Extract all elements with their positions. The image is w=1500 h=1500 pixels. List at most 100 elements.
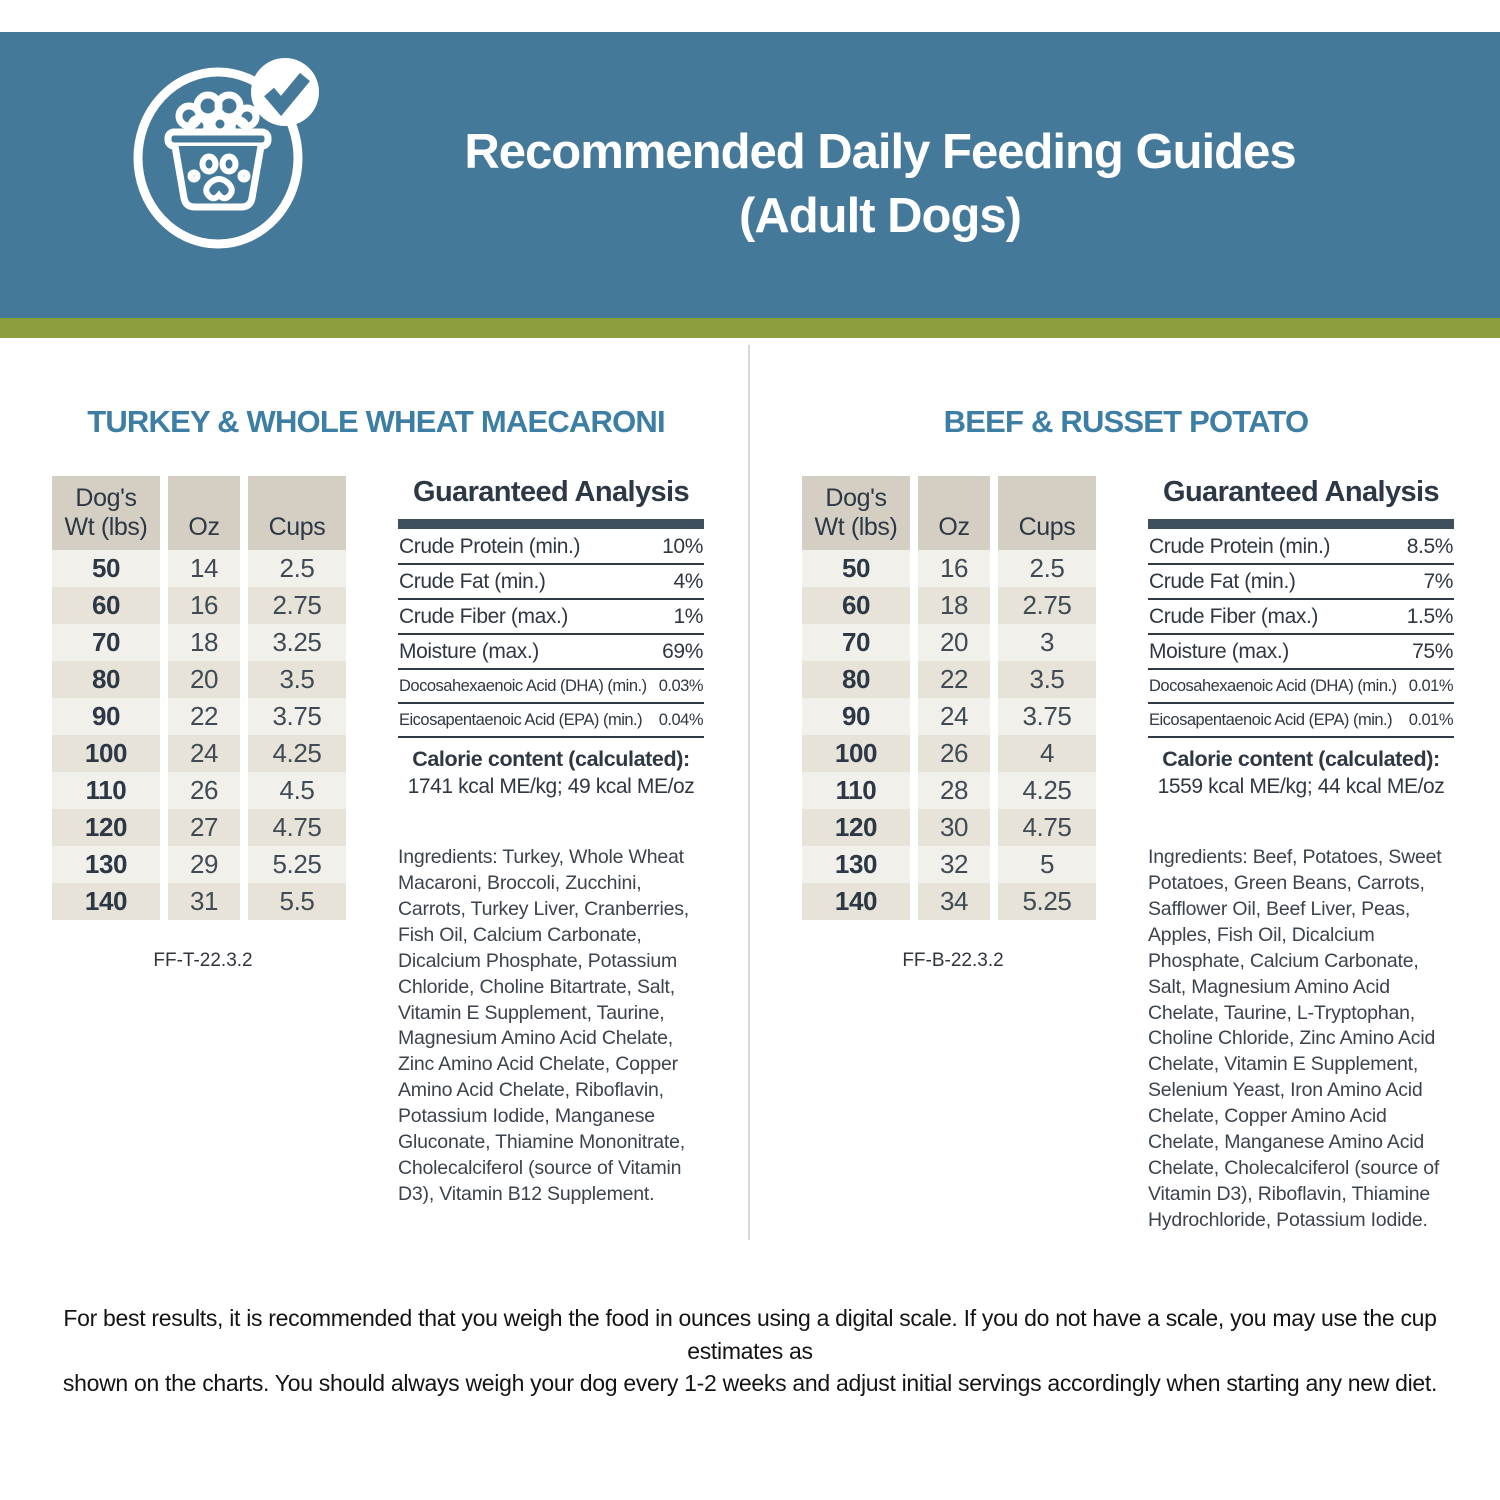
weight-cell: 70 bbox=[802, 624, 910, 661]
analysis-value: 0.04% bbox=[658, 711, 704, 729]
weight-cell: 90 bbox=[52, 698, 160, 735]
analysis-row: Crude Protein (min.) 10% bbox=[398, 530, 704, 565]
panel-turkey: TURKEY & WHOLE WHEAT MAECARONI Dog's Wt … bbox=[40, 398, 712, 1208]
table-row: 60 16 2.75 bbox=[52, 587, 354, 624]
oz-cell: 22 bbox=[168, 698, 240, 735]
oz-cell: 29 bbox=[168, 846, 240, 883]
analysis-value: 69% bbox=[662, 640, 703, 663]
analysis-label: Moisture (max.) bbox=[399, 640, 539, 663]
oz-cell: 31 bbox=[168, 883, 240, 920]
feeding-table-body: 50 14 2.5 60 16 2.75 70 18 3.25 80 bbox=[52, 550, 354, 920]
analysis-value: 0.01% bbox=[1408, 711, 1454, 729]
oz-cell: 14 bbox=[168, 550, 240, 587]
col-header-oz: Oz bbox=[168, 476, 240, 550]
analysis-value: 1% bbox=[673, 605, 703, 628]
table-row: 130 32 5 bbox=[802, 846, 1104, 883]
weight-cell: 120 bbox=[802, 809, 910, 846]
col-header-cups: Cups bbox=[998, 476, 1096, 550]
weight-cell: 70 bbox=[52, 624, 160, 661]
analysis-header-bar bbox=[398, 519, 704, 529]
table-row: 80 20 3.5 bbox=[52, 661, 354, 698]
oz-cell: 34 bbox=[918, 883, 990, 920]
analysis-title: Guaranteed Analysis bbox=[412, 476, 690, 508]
feeding-table-column: Dog's Wt (lbs) Oz Cups 50 14 2.5 60 bbox=[52, 476, 364, 1208]
feeding-table-header: Dog's Wt (lbs) Oz Cups bbox=[52, 476, 354, 550]
oz-cell: 20 bbox=[918, 624, 990, 661]
analysis-label: Crude Protein (min.) bbox=[399, 535, 581, 558]
table-row: 50 16 2.5 bbox=[802, 550, 1104, 587]
calorie-title: Calorie content (calculated): bbox=[412, 747, 690, 771]
cups-cell: 3.75 bbox=[998, 698, 1096, 735]
panel-beef: BEEF & RUSSET POTATO Dog's Wt (lbs) Oz C… bbox=[790, 398, 1462, 1234]
oz-cell: 18 bbox=[168, 624, 240, 661]
weight-cell: 60 bbox=[52, 587, 160, 624]
table-row: 140 34 5.25 bbox=[802, 883, 1104, 920]
weight-cell: 80 bbox=[52, 661, 160, 698]
oz-cell: 20 bbox=[168, 661, 240, 698]
analysis-label: Docosahexaenoic Acid (DHA) (min.) bbox=[399, 677, 647, 695]
table-row: 70 20 3 bbox=[802, 624, 1104, 661]
table-row: 70 18 3.25 bbox=[52, 624, 354, 661]
analysis-value: 75% bbox=[1412, 640, 1453, 663]
cups-cell: 3.5 bbox=[998, 661, 1096, 698]
weight-cell: 130 bbox=[52, 846, 160, 883]
feeding-table-header: Dog's Wt (lbs) Oz Cups bbox=[802, 476, 1104, 550]
col-header-weight: Dog's Wt (lbs) bbox=[802, 476, 910, 550]
table-row: 110 26 4.5 bbox=[52, 772, 354, 809]
weight-cell: 130 bbox=[802, 846, 910, 883]
analysis-value: 1.5% bbox=[1406, 605, 1454, 628]
calorie-value: 1559 kcal ME/kg; 44 kcal ME/oz bbox=[1157, 775, 1445, 798]
col-header-oz: Oz bbox=[918, 476, 990, 550]
weight-cell: 110 bbox=[52, 772, 160, 809]
cups-cell: 2.5 bbox=[248, 550, 346, 587]
oz-cell: 26 bbox=[168, 772, 240, 809]
weight-cell: 80 bbox=[802, 661, 910, 698]
analysis-row: Docosahexaenoic Acid (DHA) (min.) 0.01% bbox=[1148, 670, 1454, 704]
analysis-row: Moisture (max.) 69% bbox=[398, 635, 704, 670]
feeding-table-column: Dog's Wt (lbs) Oz Cups 50 16 2.5 60 bbox=[802, 476, 1114, 1234]
analysis-label: Crude Fat (min.) bbox=[1149, 570, 1296, 593]
feeding-table-body: 50 16 2.5 60 18 2.75 70 20 3 80 bbox=[802, 550, 1104, 920]
analysis-label: Moisture (max.) bbox=[1149, 640, 1289, 663]
analysis-rows: Crude Protein (min.) 8.5% Crude Fat (min… bbox=[1148, 530, 1454, 738]
table-row: 100 26 4 bbox=[802, 735, 1104, 772]
analysis-row: Crude Fiber (max.) 1.5% bbox=[1148, 600, 1454, 635]
oz-cell: 30 bbox=[918, 809, 990, 846]
analysis-label: Eicosapentaenoic Acid (EPA) (min.) bbox=[399, 711, 643, 729]
calorie-title: Calorie content (calculated): bbox=[1162, 747, 1440, 771]
calorie-block: Calorie content (calculated): 1741 kcal … bbox=[398, 747, 704, 799]
weight-cell: 100 bbox=[802, 735, 910, 772]
analysis-label: Eicosapentaenoic Acid (EPA) (min.) bbox=[1149, 711, 1393, 729]
calorie-block: Calorie content (calculated): 1559 kcal … bbox=[1148, 747, 1454, 799]
table-row: 100 24 4.25 bbox=[52, 735, 354, 772]
weight-cell: 50 bbox=[802, 550, 910, 587]
weight-cell: 140 bbox=[52, 883, 160, 920]
analysis-title: Guaranteed Analysis bbox=[1162, 476, 1440, 508]
weight-cell: 60 bbox=[802, 587, 910, 624]
ingredients-text: Ingredients: Beef, Potatoes, Sweet Potat… bbox=[1148, 846, 1442, 1231]
col-header-cups: Cups bbox=[248, 476, 346, 550]
weight-cell: 140 bbox=[802, 883, 910, 920]
cups-cell: 4.75 bbox=[248, 809, 346, 846]
cups-cell: 3.75 bbox=[248, 698, 346, 735]
table-row: 120 30 4.75 bbox=[802, 809, 1104, 846]
col-header-weight: Dog's Wt (lbs) bbox=[52, 476, 160, 550]
analysis-value: 10% bbox=[662, 535, 703, 558]
oz-cell: 18 bbox=[918, 587, 990, 624]
cups-cell: 5.25 bbox=[998, 883, 1096, 920]
cups-cell: 2.75 bbox=[248, 587, 346, 624]
cups-cell: 3.5 bbox=[248, 661, 346, 698]
formula-code: FF-T-22.3.2 bbox=[153, 950, 253, 971]
product-title: TURKEY & WHOLE WHEAT MAECARONI bbox=[87, 404, 665, 439]
oz-cell: 28 bbox=[918, 772, 990, 809]
analysis-row: Crude Fat (min.) 7% bbox=[1148, 565, 1454, 600]
weight-cell: 100 bbox=[52, 735, 160, 772]
analysis-value: 4% bbox=[673, 570, 703, 593]
table-row: 110 28 4.25 bbox=[802, 772, 1104, 809]
cups-cell: 2.75 bbox=[998, 587, 1096, 624]
cups-cell: 3.25 bbox=[248, 624, 346, 661]
cups-cell: 3 bbox=[998, 624, 1096, 661]
page-title: Recommended Daily Feeding Guides (Adult … bbox=[400, 120, 1360, 248]
oz-cell: 32 bbox=[918, 846, 990, 883]
cups-cell: 5 bbox=[998, 846, 1096, 883]
